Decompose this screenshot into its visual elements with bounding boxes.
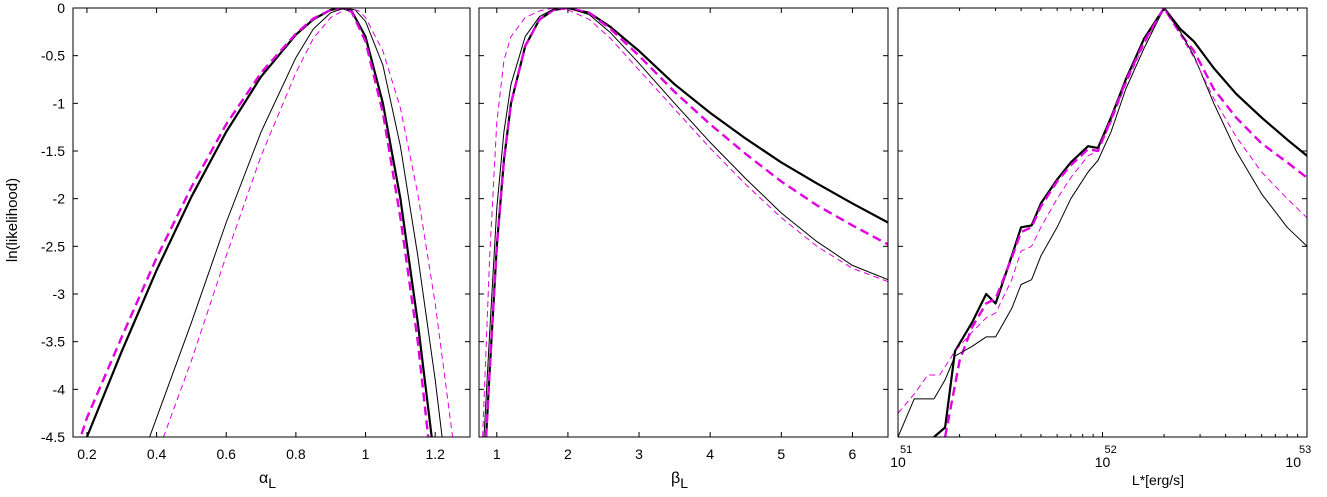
x-tick-label: 6: [849, 446, 857, 462]
y-tick-label: -2.5: [41, 238, 65, 254]
x-tick-label: 0.8: [286, 446, 306, 462]
y-tick-label: -2: [53, 191, 66, 207]
y-tick-label: -3.5: [41, 334, 65, 350]
series-line-black-thick: [933, 8, 1307, 437]
x-tick-label-exponent: 53: [1299, 444, 1311, 456]
panels: 0 -0.5 -1 -1.5 -2 -2.5 -3 -3.5 -4 -4.5 0.2 0.4 0.6 0.…: [41, 0, 1311, 491]
series-line-magenta-thin-dashed: [898, 8, 1307, 414]
series-line-black-thick: [85, 8, 433, 437]
x-tick-label: 0.6: [216, 446, 236, 462]
x-tick-label: 5: [777, 446, 785, 462]
x-axis-label-symbol: β: [671, 470, 680, 487]
y-tick-label: -4: [53, 381, 66, 397]
x-axis-label: βL: [671, 470, 688, 491]
x-tick-label: 3: [635, 446, 643, 462]
x-tick-label: 1: [362, 446, 370, 462]
x-tick-label-base: 10: [890, 454, 906, 470]
series-group: [79, 8, 454, 437]
series-line-black-thin: [149, 8, 443, 437]
y-tick-label: -0.5: [41, 48, 65, 64]
x-tick-label-base: 10: [1095, 454, 1111, 470]
series-group: [482, 8, 888, 437]
y-tick-label: -1.5: [41, 143, 65, 159]
x-tick-label-exponent: 52: [1105, 444, 1117, 456]
series-line-magenta-thick-dashed: [79, 8, 430, 437]
series-line-magenta-thick-dashed: [943, 8, 1307, 437]
x-axis-label: L*[erg/s]: [1132, 472, 1184, 488]
y-tick-label: -1: [53, 95, 66, 111]
series-line-black-thin: [898, 8, 1307, 437]
y-axis-label: ln(likelihood): [4, 178, 21, 262]
x-axis-label-subscript: L: [680, 475, 688, 491]
x-tick-label: 1: [493, 446, 501, 462]
series-line-magenta-thin-dashed: [482, 8, 888, 437]
axes-frame: [897, 7, 1308, 438]
panel-middle: 1 2 3 4 5 6 βL: [478, 7, 889, 491]
x-tick-label: 0.2: [77, 446, 97, 462]
x-axis-label: αL: [259, 470, 276, 491]
series-line-magenta-thick-dashed: [484, 8, 888, 437]
y-tick-label: -3: [53, 286, 66, 302]
x-axis-label-subscript: L: [268, 475, 276, 491]
axes-frame: [478, 7, 889, 438]
x-tick-label: 1.2: [425, 446, 445, 462]
x-tick-label-exponent: 51: [900, 444, 912, 456]
y-tick-label: 0: [57, 0, 65, 16]
series-line-magenta-thin-dashed: [162, 8, 454, 437]
series-line-black-thin: [483, 8, 888, 437]
x-tick-label: 2: [564, 446, 572, 462]
series-line-black-thick: [485, 8, 888, 437]
y-tick-label: -4.5: [41, 429, 65, 445]
series-group: [898, 8, 1307, 437]
axes-frame: [72, 7, 471, 438]
x-tick-label: 0.4: [147, 446, 167, 462]
panel-left: 0 -0.5 -1 -1.5 -2 -2.5 -3 -3.5 -4 -4.5 0.2 0.4 0.6 0.…: [41, 0, 471, 491]
x-axis-label-symbol: α: [259, 470, 268, 487]
x-tick-label-base: 10: [1285, 454, 1301, 470]
x-tick-label: 4: [706, 446, 714, 462]
